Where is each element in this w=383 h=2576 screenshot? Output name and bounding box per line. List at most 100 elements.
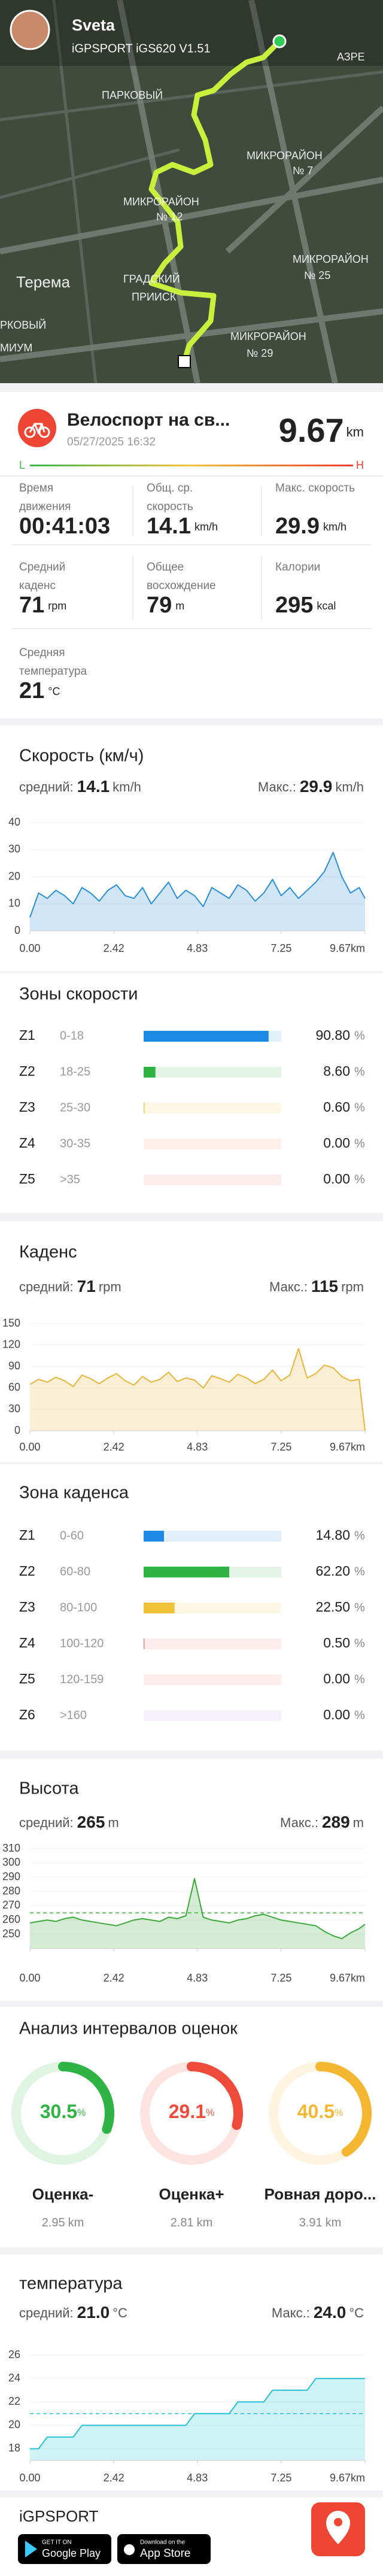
google-play-badge[interactable]: GET IT ON Google Play — [18, 2534, 111, 2564]
zone-value: 14.80 — [315, 1527, 350, 1543]
cards — [0, 392, 383, 2576]
zone-range: 100-120 — [60, 1637, 104, 1650]
ring-arc — [315, 2062, 372, 2157]
y-tick-label: 260 — [2, 1913, 20, 1925]
area — [30, 852, 365, 931]
y-tick-label: 10 — [8, 897, 20, 909]
map-label: № 25 — [304, 269, 330, 281]
zone-range: 60-80 — [60, 1565, 90, 1578]
y-tick-label: 24 — [8, 2372, 20, 2384]
zone-name: Z6 — [19, 1707, 35, 1722]
max-value: 29.9 — [300, 777, 333, 796]
summary-avg: средний: 21.0 °C — [19, 2303, 127, 2322]
ring-unit: % — [206, 2108, 214, 2118]
stat-label: Время — [19, 482, 53, 494]
max-unit: km/h — [335, 779, 364, 794]
x-tick-label: 9.67km — [330, 942, 365, 954]
zone-range: 120-159 — [60, 1673, 104, 1686]
stat: 00:41:03 — [19, 514, 110, 539]
user-name: Sveta — [72, 16, 115, 34]
x-tick-label: 2.42 — [104, 1972, 124, 1984]
line — [30, 2378, 365, 2450]
area — [30, 1348, 365, 1431]
zone-value: 0.00 — [323, 1171, 350, 1187]
bike-glyph — [24, 423, 50, 438]
max-label: Макс.: — [269, 1279, 308, 1294]
y-tick-label: 26 — [8, 2349, 20, 2360]
zone-range: >160 — [60, 1709, 87, 1722]
y-tick-label: 90 — [8, 1360, 20, 1372]
avatar — [10, 10, 50, 50]
max-label: Макс.: — [272, 2305, 310, 2320]
ring-label: Оценка+ — [159, 2185, 224, 2203]
zone-track — [144, 1710, 281, 1721]
badge-small: GET IT ON — [42, 2539, 72, 2546]
zone-unit: % — [354, 1601, 365, 1614]
zone-value: 0.60 — [323, 1099, 350, 1115]
avg-label: средний: — [19, 2305, 74, 2320]
x-tick-label: 4.83 — [187, 1972, 208, 1984]
stat-unit: m — [175, 600, 184, 612]
map-label: РКОВЫЙ — [0, 318, 46, 331]
intensity-bar — [30, 465, 353, 466]
ring-number: 30.5 — [40, 2101, 77, 2122]
y-tick-label: 20 — [8, 870, 20, 882]
x-tick-label: 9.67km — [330, 1972, 365, 1984]
x-tick-label: 2.42 — [104, 2472, 124, 2484]
max-label: Макс.: — [258, 779, 296, 794]
zone-unit: % — [354, 1529, 365, 1542]
ring-arc — [187, 2062, 243, 2130]
stat-value: 79 — [147, 593, 172, 618]
stat-unit: kcal — [317, 600, 336, 612]
distance-value: 3.91 — [299, 2216, 323, 2229]
x-tick-label: 0.00 — [19, 1441, 40, 1453]
stat-label: Общ. ср. — [147, 482, 193, 494]
zone-bar — [144, 1567, 230, 1577]
zone-range: 18-25 — [60, 1065, 90, 1078]
stat-value: 00:41:03 — [19, 514, 110, 539]
zone-track — [144, 1067, 281, 1078]
stat: 71 rpm — [19, 593, 66, 618]
ring-arc — [58, 2062, 114, 2134]
y-tick-label: 290 — [2, 1870, 20, 1882]
avg-value: 71 — [77, 1277, 96, 1295]
map-label: № 29 — [247, 347, 273, 359]
x-tick-label: 4.83 — [187, 2472, 208, 2484]
zone-track — [144, 1674, 281, 1685]
zone-bar — [144, 1031, 269, 1042]
stat-label: Общее — [147, 561, 184, 574]
app-logo — [311, 2502, 365, 2556]
distance-unit: km — [197, 2216, 213, 2229]
area — [30, 2378, 365, 2460]
avg-label: средний: — [19, 1815, 74, 1830]
distance-value: 2.95 — [42, 2216, 65, 2229]
max-value: 115 — [311, 1277, 338, 1295]
avg-label: средний: — [19, 779, 74, 794]
zone-range: 25-30 — [60, 1101, 90, 1114]
map-label: МИКРОРАЙОН — [247, 149, 323, 162]
device: iGPSPORT iGS620 V1.51 — [72, 42, 211, 55]
section-title: температура — [19, 2274, 123, 2293]
x-tick-label: 2.42 — [104, 942, 124, 954]
x-tick-label: 7.25 — [270, 2472, 291, 2484]
stat-unit: °C — [48, 685, 60, 697]
ring-unit: % — [77, 2108, 86, 2118]
y-tick-label: 20 — [8, 2419, 20, 2431]
scale-low: L — [19, 459, 25, 471]
avg-value: 21.0 — [77, 2303, 110, 2322]
max-unit: °C — [349, 2305, 364, 2320]
zone-value: 90.80 — [315, 1027, 350, 1043]
section-title: Каденс — [19, 1243, 77, 1262]
app-store-badge[interactable]: Download on the App Store — [117, 2534, 211, 2564]
line — [29, 851, 366, 918]
x-tick-label: 0.00 — [19, 2472, 40, 2484]
ring-number: 40.5 — [297, 2101, 335, 2122]
avg-unit: m — [108, 1815, 118, 1830]
line — [29, 1878, 366, 1940]
ring-number: 29.1 — [169, 2101, 206, 2122]
stat-value: 29.9 — [275, 514, 320, 539]
stat-label: Макс. скорость — [275, 482, 355, 494]
zone-value: 8.60 — [323, 1063, 350, 1079]
zone-track — [144, 1639, 281, 1649]
scale-high: H — [356, 459, 364, 471]
